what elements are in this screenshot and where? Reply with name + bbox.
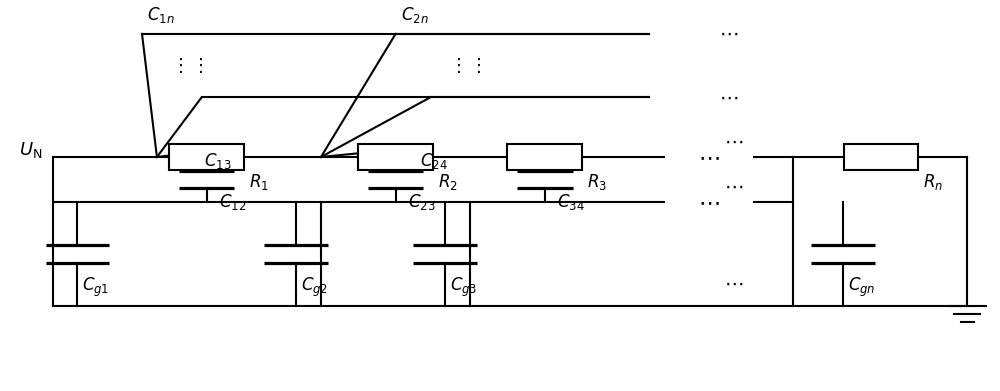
Text: $C_{g3}$: $C_{g3}$ — [450, 276, 478, 299]
Text: $C_{12}$: $C_{12}$ — [219, 192, 246, 212]
Text: $\vdots$: $\vdots$ — [191, 56, 203, 75]
Text: $\cdots$: $\cdots$ — [719, 25, 738, 43]
Text: $U_{\mathrm{N}}$: $U_{\mathrm{N}}$ — [19, 140, 43, 160]
Text: $C_{g2}$: $C_{g2}$ — [301, 276, 328, 299]
Text: $R_n$: $R_n$ — [923, 172, 943, 192]
Text: $C_{23}$: $C_{23}$ — [408, 192, 435, 212]
Text: $C_{g1}$: $C_{g1}$ — [82, 276, 110, 299]
Text: $\cdots$: $\cdots$ — [724, 178, 743, 196]
Text: $C_{34}$: $C_{34}$ — [557, 192, 584, 212]
Text: $\cdots$: $\cdots$ — [724, 133, 743, 151]
Text: $C_{gn}$: $C_{gn}$ — [848, 276, 876, 299]
Text: $R_3$: $R_3$ — [587, 172, 607, 192]
Text: $\cdots$: $\cdots$ — [724, 275, 743, 293]
Bar — [358, 144, 433, 170]
Text: $C_{13}$: $C_{13}$ — [204, 151, 231, 171]
Text: $\vdots$: $\vdots$ — [469, 56, 481, 75]
Text: $\cdots$: $\cdots$ — [698, 191, 720, 213]
Text: $R_2$: $R_2$ — [438, 172, 458, 192]
Text: $C_{24}$: $C_{24}$ — [420, 151, 448, 171]
Bar — [169, 144, 244, 170]
Bar — [844, 144, 918, 170]
Bar — [507, 144, 582, 170]
Text: $\vdots$: $\vdots$ — [449, 56, 461, 75]
Text: $R_1$: $R_1$ — [249, 172, 269, 192]
Text: $\vdots$: $\vdots$ — [171, 56, 183, 75]
Text: $C_{2n}$: $C_{2n}$ — [401, 5, 428, 25]
Text: $\cdots$: $\cdots$ — [698, 146, 720, 168]
Text: $C_{1n}$: $C_{1n}$ — [147, 5, 175, 25]
Text: $\cdots$: $\cdots$ — [719, 88, 738, 106]
